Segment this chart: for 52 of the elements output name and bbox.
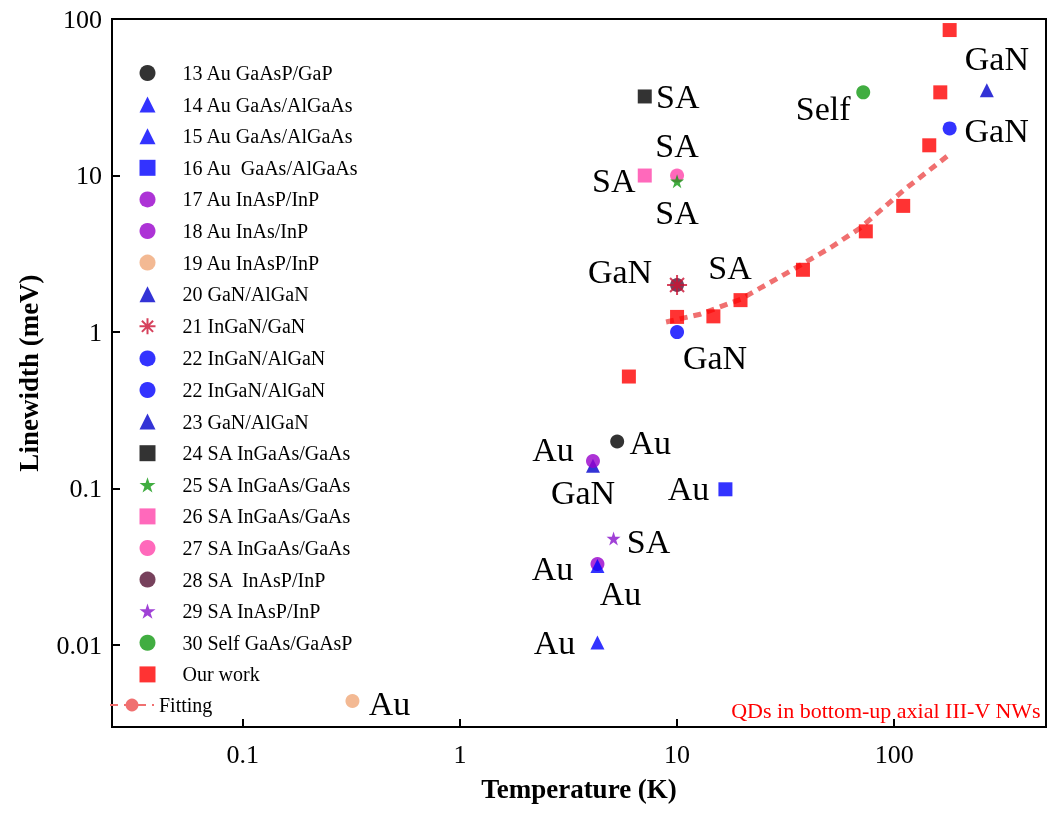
x-tick-label: 100 [874, 739, 914, 769]
legend-label: 20 GaN/AlGaN [182, 283, 309, 306]
annotation: Au [667, 469, 710, 507]
legend-label: 22 InGaN/AlGaN [182, 347, 326, 370]
legend-label: 23 GaN/AlGaN [182, 410, 309, 433]
legend-label: 14 Au GaAs/AlGaAs [182, 93, 353, 116]
x-tick-label: 10 [664, 739, 691, 769]
annotation: SA [656, 77, 700, 115]
legend-label: 27 SA InGaAs/GaAs [182, 537, 351, 559]
legend-label: 18 Au InAs/InP [182, 220, 309, 242]
annotation: Au [599, 574, 642, 612]
annotation: QDs in bottom-up axial III-V NWs [731, 697, 1041, 723]
legend-label: 16 Au GaAs/AlGaAs [182, 156, 358, 179]
annotation: Au [533, 623, 576, 661]
legend-label: 28 SA InAsP/InP [182, 568, 326, 591]
legend-label: Fitting [159, 694, 213, 717]
legend-label: 22 InGaN/AlGaN [182, 379, 326, 401]
legend-label: Our work [182, 663, 260, 686]
legend-label: 13 Au GaAsP/GaP [182, 62, 333, 84]
annotation: SA [592, 162, 636, 200]
y-tick-label: 0.1 [69, 474, 102, 504]
annotation: SA [708, 249, 753, 287]
annotation: SA [655, 127, 700, 165]
annotation: GaN [550, 474, 616, 512]
annotation: Au [629, 423, 671, 461]
x-tick-label: 0.1 [226, 739, 259, 769]
annotation: GaN [682, 338, 748, 376]
legend-label: 21 InGaN/GaN [182, 315, 306, 338]
legend-label: 30 Self GaAs/GaAsP [182, 631, 353, 654]
legend-label: 25 SA InGaAs/GaAs [182, 473, 351, 496]
annotation: SA [626, 523, 671, 561]
legend-label: 19 Au InAsP/InP [182, 251, 320, 274]
legend-label: 24 SA InGaAs/GaAs [182, 442, 351, 465]
annotation: Self [795, 89, 852, 127]
annotation: GaN [964, 39, 1029, 77]
annotation: Au [368, 685, 411, 723]
annotation: GaN [964, 111, 1029, 149]
y-tick-label: 1 [89, 317, 102, 347]
annotation: GaN [587, 253, 653, 291]
y-tick-label: 0.01 [56, 630, 102, 660]
y-tick-label: 100 [63, 4, 102, 34]
legend-label: 29 SA InAsP/InP [182, 600, 321, 623]
x-tick-label: 1 [453, 739, 467, 769]
legend-label: 15 Au GaAs/AlGaAs [182, 125, 353, 148]
y-tick-label: 10 [76, 161, 102, 191]
annotation: Au [531, 550, 574, 588]
y-axis-title: Linewidth (meV) [13, 274, 44, 472]
legend-label: 17 Au InAsP/InP [182, 188, 320, 211]
annotation: SA [655, 193, 700, 231]
x-axis-title: Temperature (K) [481, 773, 677, 804]
annotation: Au [532, 430, 574, 468]
legend-label: 26 SA InGaAs/GaAs [182, 505, 351, 528]
